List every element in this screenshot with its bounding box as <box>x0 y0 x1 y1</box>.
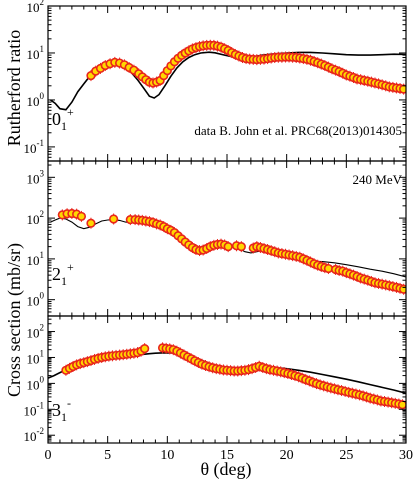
y-tick-label: 102 <box>27 0 45 15</box>
data-point <box>109 214 119 224</box>
y-tick-label: 102 <box>27 209 45 227</box>
data-point <box>223 242 233 252</box>
data-points <box>57 207 406 295</box>
y-tick-label: 100 <box>27 374 45 392</box>
data-point <box>76 211 87 222</box>
y-tick-label: 103 <box>27 168 45 186</box>
y-tick-label: 10-1 <box>24 138 45 156</box>
data-point <box>86 218 96 228</box>
x-tick-label: 15 <box>220 448 234 463</box>
panel-frame <box>47 315 407 444</box>
panel-annotation: 240 MeV <box>353 172 403 187</box>
panel-annotation: data B. John et al. PRC68(2013)014305 <box>194 123 402 138</box>
x-tick-label: 10 <box>160 448 174 463</box>
x-tick-label: 25 <box>339 448 353 463</box>
data-point <box>397 400 406 410</box>
y-tick-label: 101 <box>27 348 45 366</box>
state-label: 01+ <box>52 105 74 133</box>
y-tick-label: 101 <box>27 44 45 62</box>
y-tick-label: 102 <box>27 323 45 341</box>
y-tick-label: 10-1 <box>24 400 45 418</box>
y-tick-label: 10-2 <box>24 426 45 444</box>
x-tick-label: 5 <box>104 448 111 463</box>
data-point <box>140 343 150 354</box>
panel-0+: 10-1 100 101 102 01+ data B. John et al. PRC6… <box>24 0 407 162</box>
y-tick-label: 100 <box>27 91 45 109</box>
state-label: 21+ <box>52 260 74 288</box>
x-tick-label: 0 <box>45 448 52 463</box>
x-tick-label: 30 <box>399 448 413 463</box>
panel-2+: 100 101 102 103 21+ 240 MeV <box>27 160 407 317</box>
xlabel-theta: θ (deg) <box>200 459 251 480</box>
x-tick-label: 20 <box>280 448 294 463</box>
data-point <box>236 242 246 252</box>
data-points <box>86 39 406 95</box>
y-tick-label: 101 <box>27 250 45 268</box>
state-label: 31- <box>52 396 71 424</box>
data-points <box>61 342 406 411</box>
panel-3-: 10-2 10-1 100 101 102 31- <box>24 315 407 444</box>
ylabel-rutherford-ratio: Rutherford ratio <box>4 30 24 146</box>
ylabel-cross-section: Cross section (mb/sr) <box>4 243 25 397</box>
y-tick-label: 100 <box>27 291 45 309</box>
